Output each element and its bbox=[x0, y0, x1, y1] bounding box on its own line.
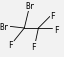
Text: F: F bbox=[8, 40, 13, 49]
Text: Br: Br bbox=[25, 2, 35, 11]
Text: F: F bbox=[54, 25, 59, 34]
Text: F: F bbox=[50, 12, 55, 20]
Text: Br: Br bbox=[0, 22, 9, 31]
Text: F: F bbox=[31, 42, 36, 51]
